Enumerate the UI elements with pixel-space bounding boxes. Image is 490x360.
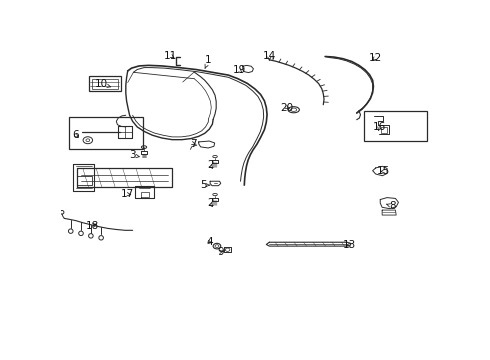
- Text: 18: 18: [86, 221, 99, 231]
- Text: 20: 20: [281, 103, 294, 113]
- Bar: [92, 79, 118, 89]
- Text: 11: 11: [164, 51, 177, 61]
- Text: 3: 3: [129, 150, 139, 161]
- Text: 6: 6: [73, 130, 79, 140]
- Text: 14: 14: [263, 51, 276, 61]
- Text: 2: 2: [207, 198, 214, 208]
- Text: 13: 13: [343, 240, 356, 250]
- Text: 12: 12: [369, 53, 382, 63]
- Bar: [364, 111, 427, 141]
- Text: 8: 8: [386, 201, 396, 211]
- Text: 5: 5: [200, 180, 210, 190]
- Text: 2: 2: [207, 160, 214, 170]
- Bar: [89, 76, 121, 91]
- Text: 15: 15: [377, 166, 390, 176]
- Text: 17: 17: [121, 189, 134, 199]
- Text: 7: 7: [190, 139, 196, 149]
- Text: 19: 19: [232, 66, 245, 75]
- Bar: [69, 117, 143, 149]
- Text: 10: 10: [95, 79, 111, 89]
- Text: 9: 9: [218, 247, 224, 257]
- Bar: [381, 127, 388, 133]
- Text: 4: 4: [206, 237, 213, 247]
- Text: 16: 16: [373, 122, 386, 132]
- Text: 1: 1: [205, 55, 212, 68]
